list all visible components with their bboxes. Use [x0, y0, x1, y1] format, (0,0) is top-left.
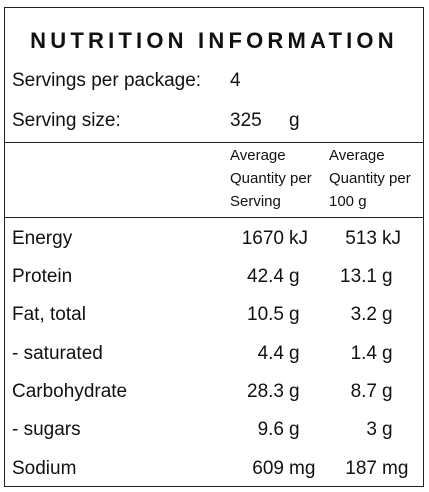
- serving-value: 42.4: [247, 266, 284, 287]
- nutrition-panel: NUTRITION INFORMATION Servings per packa…: [4, 7, 424, 487]
- serving-value: 9.6: [257, 419, 284, 440]
- nutrient-name: - sugars: [12, 419, 81, 440]
- per100-unit: g: [382, 304, 393, 325]
- header-per-serving: Average Quantity per Serving: [230, 144, 330, 213]
- header-per-100g: Average Quantity per 100 g: [329, 144, 429, 213]
- per100-value: 1.4: [350, 343, 377, 364]
- per100-unit: g: [382, 266, 393, 287]
- header-per-serving-line: Serving: [230, 193, 281, 210]
- per100-unit: kJ: [382, 228, 401, 249]
- per100-value: 513: [345, 228, 377, 249]
- serving-value: 10.5: [247, 304, 284, 325]
- per100-unit: g: [382, 419, 393, 440]
- nutrient-name: Fat, total: [12, 304, 86, 325]
- per100-unit: mg: [382, 458, 409, 479]
- nutrient-name: Sodium: [12, 458, 77, 479]
- per100-unit: g: [382, 381, 393, 402]
- serving-unit: kJ: [289, 228, 308, 249]
- per100-unit: g: [382, 343, 393, 364]
- header-divider: [5, 142, 423, 143]
- panel-title: NUTRITION INFORMATION: [30, 28, 398, 53]
- nutrient-name: Protein: [12, 266, 73, 287]
- serving-value: 4.4: [257, 343, 284, 364]
- nutrient-name: Carbohydrate: [12, 381, 128, 402]
- serving-size-value: 325: [230, 110, 262, 131]
- per100-value: 187: [345, 458, 377, 479]
- serving-unit: g: [289, 266, 300, 287]
- nutrient-name: - saturated: [12, 343, 103, 364]
- serving-unit: g: [289, 343, 300, 364]
- header-per-100g-line: 100 g: [329, 193, 367, 210]
- serving-value: 1670: [241, 228, 284, 249]
- serving-size-label: Serving size:: [12, 110, 121, 131]
- header-per-serving-line: Average: [230, 147, 286, 164]
- per100-value: 3.2: [350, 304, 377, 325]
- per100-value: 3: [366, 419, 377, 440]
- header-per-serving-line: Quantity per: [230, 170, 312, 187]
- serving-unit: mg: [289, 458, 316, 479]
- header-per-100g-line: Average: [329, 147, 385, 164]
- servings-label: Servings per package:: [12, 70, 202, 91]
- serving-unit: g: [289, 419, 300, 440]
- table-divider: [5, 217, 423, 218]
- serving-value: 609: [252, 458, 284, 479]
- serving-unit: g: [289, 381, 300, 402]
- servings-value: 4: [230, 70, 241, 91]
- per100-value: 13.1: [340, 266, 377, 287]
- nutrient-name: Energy: [12, 228, 73, 249]
- serving-unit: g: [289, 304, 300, 325]
- header-per-100g-line: Quantity per: [329, 170, 411, 187]
- per100-value: 8.7: [350, 381, 377, 402]
- serving-size-unit: g: [289, 110, 300, 131]
- serving-value: 28.3: [247, 381, 284, 402]
